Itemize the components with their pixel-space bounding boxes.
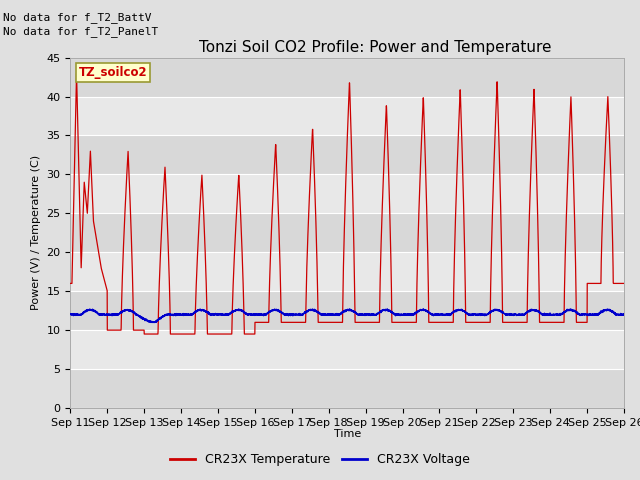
Text: TZ_soilco2: TZ_soilco2: [79, 66, 147, 79]
Bar: [70, 330, 624, 369]
Text: No data for f_T2_PanelT: No data for f_T2_PanelT: [3, 26, 159, 37]
Bar: [70, 252, 624, 291]
Legend: CR23X Temperature, CR23X Voltage: CR23X Temperature, CR23X Voltage: [164, 448, 476, 471]
Bar: [70, 135, 624, 174]
Y-axis label: Power (V) / Temperature (C): Power (V) / Temperature (C): [31, 155, 41, 311]
Bar: [70, 369, 624, 408]
Bar: [70, 58, 624, 96]
Bar: [70, 174, 624, 213]
X-axis label: Time: Time: [333, 429, 361, 439]
Title: Tonzi Soil CO2 Profile: Power and Temperature: Tonzi Soil CO2 Profile: Power and Temper…: [198, 40, 551, 55]
Text: No data for f_T2_BattV: No data for f_T2_BattV: [3, 12, 152, 23]
Bar: [70, 96, 624, 135]
Bar: [70, 291, 624, 330]
Bar: [70, 213, 624, 252]
